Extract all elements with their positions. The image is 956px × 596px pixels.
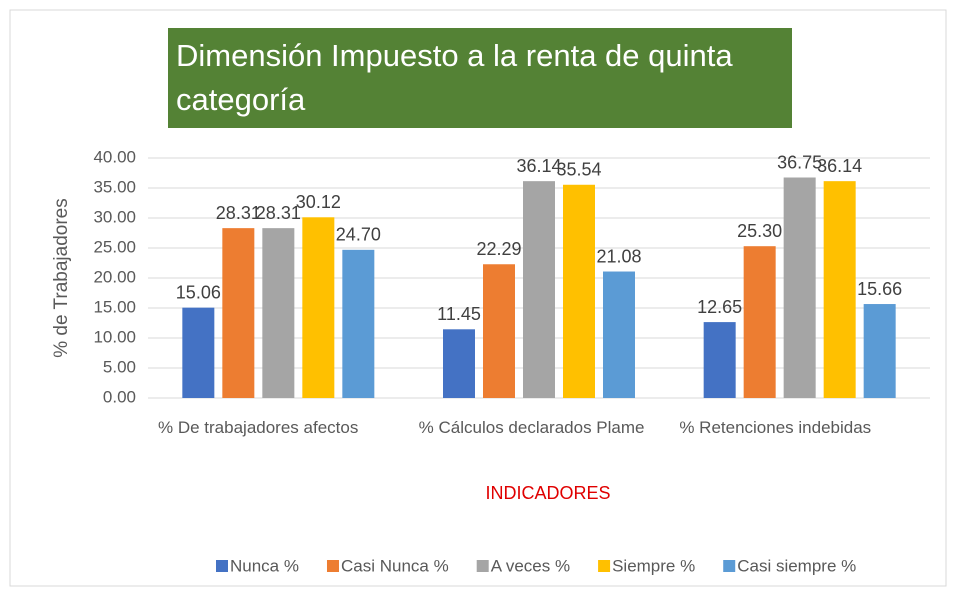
bar xyxy=(743,246,776,398)
bar xyxy=(443,329,475,398)
y-tick-label: 5.00 xyxy=(103,357,136,376)
data-label: 36.75 xyxy=(777,152,822,172)
y-tick-label: 35.00 xyxy=(93,177,136,196)
legend-label: Siempre % xyxy=(612,556,695,575)
bar xyxy=(262,228,295,398)
data-label: 35.54 xyxy=(556,160,601,180)
bar xyxy=(342,249,375,398)
data-label: 36.14 xyxy=(516,156,561,176)
y-axis-title: % de Trabajadores xyxy=(51,198,72,358)
x-tick-label: % Retenciones indebidas xyxy=(679,418,872,437)
bar xyxy=(182,307,215,398)
legend-label: Casi siempre % xyxy=(737,556,856,575)
data-label: 22.29 xyxy=(476,239,521,259)
y-tick-label: 20.00 xyxy=(93,267,136,286)
legend-label: Casi Nunca % xyxy=(341,556,449,575)
legend-label: Nunca % xyxy=(230,556,299,575)
bar xyxy=(703,322,736,398)
y-tick-label: 15.00 xyxy=(93,297,136,316)
legend-swatch xyxy=(476,560,489,572)
data-label: 15.06 xyxy=(176,282,221,302)
data-label: 25.30 xyxy=(737,221,782,241)
data-label: 15.66 xyxy=(857,279,902,299)
bar xyxy=(483,264,515,398)
bar xyxy=(222,228,255,398)
x-tick-label: % De trabajadores afectos xyxy=(158,418,359,437)
data-label: 21.08 xyxy=(596,246,641,266)
bar xyxy=(863,304,896,398)
y-tick-label: 40.00 xyxy=(93,147,136,166)
legend-swatch xyxy=(216,560,228,572)
data-label: 28.31 xyxy=(216,203,261,223)
data-label: 36.14 xyxy=(817,156,862,176)
bar xyxy=(603,271,635,398)
data-label: 24.70 xyxy=(336,225,381,245)
data-label: 11.45 xyxy=(437,304,481,324)
y-tick-label: 10.00 xyxy=(93,327,136,346)
bar xyxy=(563,184,595,398)
bar xyxy=(523,181,555,398)
legend-swatch xyxy=(723,560,736,572)
bar xyxy=(823,181,856,398)
bar xyxy=(302,217,335,398)
legend-label: A veces % xyxy=(491,556,570,575)
legend-swatch xyxy=(598,560,611,572)
x-axis-title: INDICADORES xyxy=(485,483,610,503)
y-tick-label: 25.00 xyxy=(93,237,136,256)
bar xyxy=(783,177,816,398)
data-label: 30.12 xyxy=(296,192,341,212)
data-label: 28.31 xyxy=(256,203,301,223)
chart-title: Dimensión Impuesto a la renta de quinta … xyxy=(168,28,792,128)
x-tick-label: % Cálculos declarados Plame xyxy=(418,418,645,437)
y-tick-label: 30.00 xyxy=(93,207,136,226)
data-label: 12.65 xyxy=(697,297,742,317)
y-tick-label: 0.00 xyxy=(103,387,136,406)
legend-swatch xyxy=(326,560,339,572)
